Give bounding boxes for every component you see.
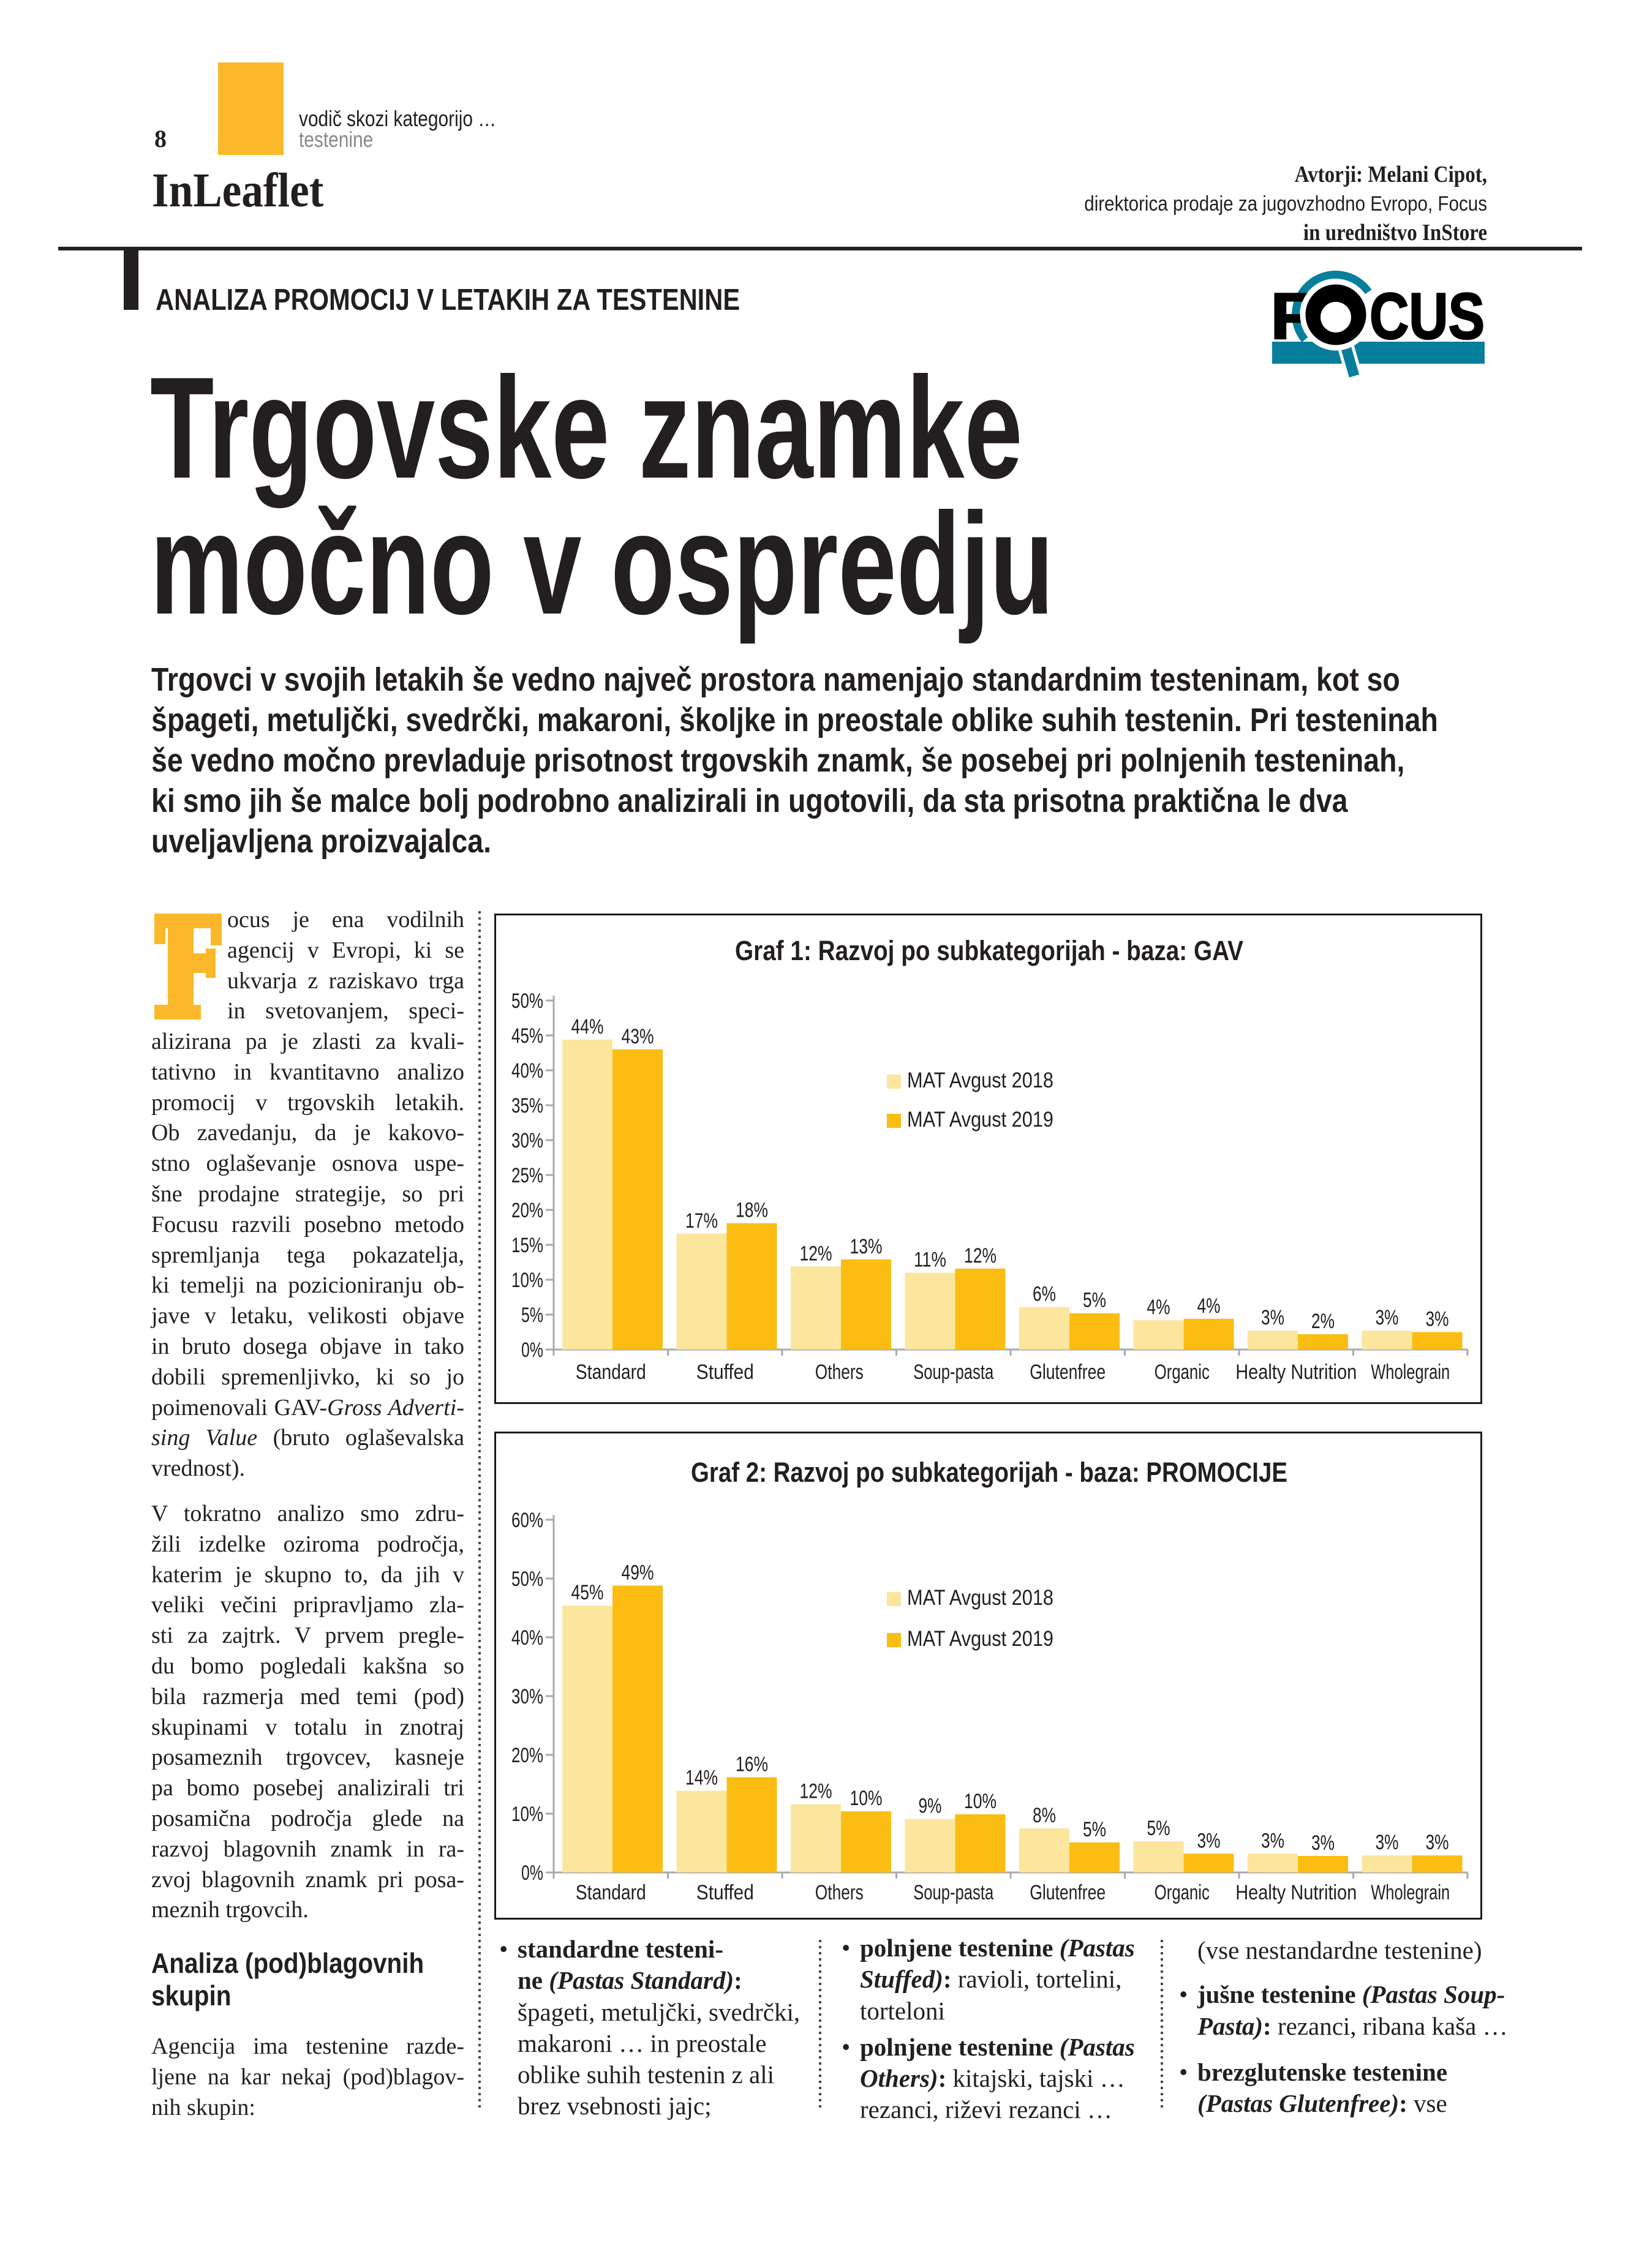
- svg-text:10%: 10%: [850, 1787, 883, 1810]
- svg-text:3%: 3%: [1376, 1306, 1399, 1329]
- svg-text:9%: 9%: [919, 1795, 942, 1818]
- svg-text:3%: 3%: [1426, 1308, 1449, 1331]
- svg-text:3%: 3%: [1261, 1829, 1284, 1852]
- svg-text:Healty Nutrition: Healty Nutrition: [1235, 1881, 1357, 1904]
- svg-text:Graf 1: Razvoj po subkategorij: Graf 1: Razvoj po subkategorijah - baza:…: [735, 935, 1243, 966]
- svg-text:0%: 0%: [521, 1339, 543, 1362]
- svg-text:4%: 4%: [1147, 1296, 1170, 1319]
- svg-text:12%: 12%: [800, 1242, 832, 1265]
- svg-text:Wholegrain: Wholegrain: [1371, 1881, 1450, 1904]
- svg-text:44%: 44%: [571, 1015, 604, 1038]
- svg-text:18%: 18%: [736, 1199, 768, 1222]
- svg-text:Glutenfree: Glutenfree: [1030, 1361, 1106, 1384]
- svg-text:Stuffed: Stuffed: [696, 1881, 754, 1904]
- svg-text:45%: 45%: [571, 1581, 604, 1604]
- svg-text:5%: 5%: [1083, 1289, 1106, 1312]
- svg-text:43%: 43%: [622, 1025, 654, 1048]
- svg-text:Soup-pasta: Soup-pasta: [913, 1361, 993, 1384]
- svg-text:Others: Others: [815, 1881, 864, 1904]
- svg-text:Organic: Organic: [1155, 1881, 1210, 1904]
- svg-text:3%: 3%: [1261, 1306, 1284, 1329]
- svg-text:Wholegrain: Wholegrain: [1371, 1361, 1450, 1384]
- svg-text:MAT Avgust 2019: MAT Avgust 2019: [907, 1627, 1053, 1651]
- svg-text:MAT Avgust 2018: MAT Avgust 2018: [907, 1068, 1053, 1092]
- svg-text:Standard: Standard: [576, 1881, 646, 1904]
- svg-text:8%: 8%: [1033, 1804, 1056, 1827]
- svg-text:10%: 10%: [964, 1790, 997, 1813]
- svg-text:50%: 50%: [511, 1568, 543, 1591]
- svg-text:30%: 30%: [511, 1129, 543, 1152]
- svg-text:Graf 2: Razvoj po subkategorij: Graf 2: Razvoj po subkategorijah - baza:…: [691, 1457, 1287, 1488]
- svg-text:Soup-pasta: Soup-pasta: [913, 1881, 993, 1904]
- svg-text:35%: 35%: [511, 1094, 543, 1117]
- svg-text:3%: 3%: [1426, 1831, 1449, 1854]
- svg-text:CUS: CUS: [1370, 279, 1485, 353]
- svg-text:20%: 20%: [511, 1199, 543, 1222]
- svg-text:3%: 3%: [1311, 1831, 1335, 1855]
- svg-text:45%: 45%: [511, 1024, 543, 1048]
- svg-text:10%: 10%: [511, 1269, 543, 1292]
- svg-text:Organic: Organic: [1155, 1361, 1210, 1384]
- svg-text:16%: 16%: [736, 1753, 768, 1776]
- svg-text:3%: 3%: [1197, 1829, 1221, 1852]
- svg-text:11%: 11%: [914, 1249, 946, 1272]
- svg-text:Others: Others: [815, 1361, 864, 1384]
- svg-text:F: F: [1270, 279, 1314, 353]
- svg-text:49%: 49%: [622, 1561, 654, 1585]
- svg-text:60%: 60%: [511, 1509, 543, 1532]
- svg-text:0%: 0%: [521, 1861, 543, 1885]
- svg-text:5%: 5%: [521, 1304, 543, 1327]
- svg-text:5%: 5%: [1147, 1817, 1170, 1840]
- svg-text:14%: 14%: [685, 1767, 718, 1790]
- svg-text:20%: 20%: [511, 1744, 543, 1767]
- svg-text:40%: 40%: [511, 1059, 543, 1083]
- svg-text:MAT Avgust 2018: MAT Avgust 2018: [907, 1586, 1053, 1610]
- svg-text:4%: 4%: [1197, 1294, 1221, 1318]
- svg-text:12%: 12%: [800, 1780, 832, 1803]
- svg-text:40%: 40%: [511, 1626, 543, 1650]
- svg-text:2%: 2%: [1311, 1310, 1335, 1333]
- svg-text:25%: 25%: [511, 1164, 543, 1187]
- svg-text:50%: 50%: [511, 989, 543, 1013]
- svg-text:MAT Avgust 2019: MAT Avgust 2019: [907, 1108, 1053, 1132]
- svg-text:10%: 10%: [511, 1803, 543, 1826]
- svg-text:5%: 5%: [1083, 1818, 1106, 1841]
- svg-text:15%: 15%: [511, 1234, 543, 1257]
- svg-text:Standard: Standard: [576, 1361, 646, 1384]
- svg-text:3%: 3%: [1376, 1831, 1399, 1854]
- svg-text:Healty Nutrition: Healty Nutrition: [1235, 1361, 1357, 1384]
- svg-text:Glutenfree: Glutenfree: [1030, 1881, 1106, 1904]
- svg-text:13%: 13%: [850, 1235, 883, 1258]
- svg-text:Stuffed: Stuffed: [696, 1361, 754, 1384]
- svg-text:17%: 17%: [685, 1209, 718, 1233]
- svg-text:30%: 30%: [511, 1685, 543, 1708]
- svg-text:6%: 6%: [1033, 1283, 1056, 1306]
- svg-text:12%: 12%: [964, 1244, 997, 1267]
